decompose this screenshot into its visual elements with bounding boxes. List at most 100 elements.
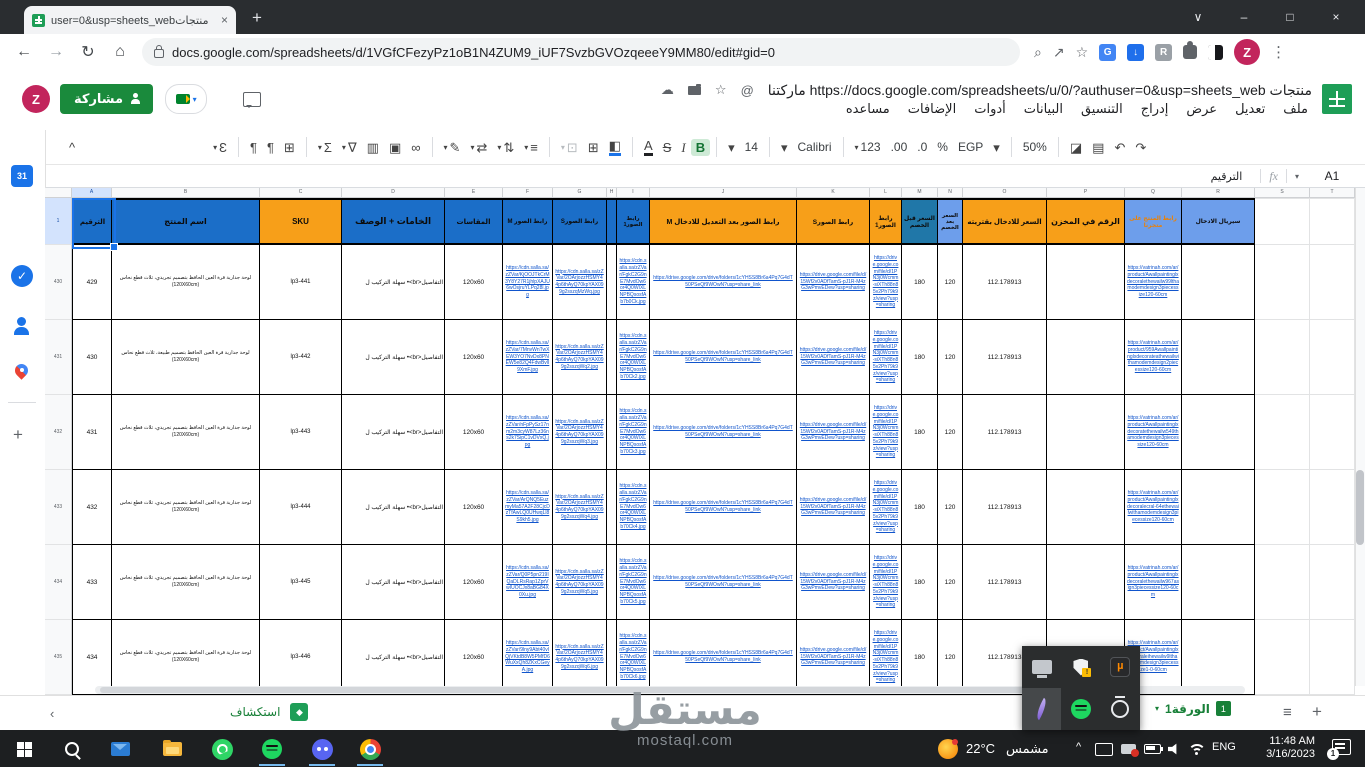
- row-header-433[interactable]: 433: [45, 470, 72, 545]
- cell-F434[interactable]: https://cdn.salla.sa/zZVar/Q0P5pn219IQaD…: [503, 545, 553, 620]
- sheets-logo[interactable]: [1322, 84, 1352, 114]
- currency-caret-icon[interactable]: ▾: [993, 139, 1000, 155]
- vertical-scrollbar[interactable]: [1355, 188, 1365, 686]
- cell-C435[interactable]: lp3-446: [260, 620, 342, 695]
- cast-icon[interactable]: [1092, 737, 1116, 761]
- cell-N431[interactable]: 120: [938, 320, 963, 395]
- move-folder-icon[interactable]: [687, 83, 701, 95]
- cell-P1[interactable]: الرقم في المخزن: [1047, 198, 1125, 245]
- cell-H433[interactable]: [607, 470, 617, 545]
- weather-desc[interactable]: مشمس: [1006, 741, 1049, 756]
- browser-menu-chevron[interactable]: ∨: [1193, 10, 1203, 24]
- cell-T434[interactable]: [1310, 545, 1355, 620]
- cell-J1[interactable]: رابط الصور بعد التعديل للادخال M: [650, 198, 797, 245]
- cell-T435[interactable]: [1310, 620, 1355, 695]
- menu-item[interactable]: أدوات: [974, 100, 1006, 116]
- camera-status-icon[interactable]: [1116, 737, 1140, 761]
- text-direction-ltr-icon[interactable]: ¶: [249, 139, 257, 155]
- tasks-icon[interactable]: ✓: [11, 265, 33, 287]
- cell-L1[interactable]: رابط الصور1: [870, 198, 902, 245]
- text-color-icon[interactable]: A: [639, 137, 658, 158]
- tray-feather-icon[interactable]: [1022, 688, 1062, 730]
- tray-chevron-icon[interactable]: ^: [1076, 741, 1082, 753]
- sheet-tab-name[interactable]: الورقة1: [1165, 701, 1210, 716]
- font-size-icon[interactable]: 14: [744, 140, 758, 154]
- text-wrap-icon[interactable]: ▾ ⇄: [470, 139, 488, 155]
- column-header-B[interactable]: B: [112, 188, 260, 198]
- collapse-panel-icon[interactable]: ‹: [50, 706, 55, 721]
- formula-input[interactable]: الترقيم: [1210, 170, 1243, 183]
- cell-M431[interactable]: 180: [902, 320, 938, 395]
- chrome-app-icon[interactable]: [358, 737, 382, 761]
- cell-C430[interactable]: lp3-441: [260, 245, 342, 320]
- cell-H435[interactable]: [607, 620, 617, 695]
- cell-R433[interactable]: [1182, 470, 1255, 545]
- cell-M430[interactable]: 180: [902, 245, 938, 320]
- undo-icon[interactable]: ↶: [1114, 139, 1126, 155]
- cell-T431[interactable]: [1310, 320, 1355, 395]
- cell-B434[interactable]: لوحة جدارية قرة العين الحافظ بتصميم تجري…: [112, 545, 260, 620]
- decimal-decrease-icon[interactable]: .0: [917, 140, 928, 154]
- cell-B433[interactable]: لوحة جدارية قرة العين الحافظ بتصميم تجري…: [112, 470, 260, 545]
- cell-H434[interactable]: [607, 545, 617, 620]
- cell-M432[interactable]: 180: [902, 395, 938, 470]
- column-header-C[interactable]: C: [260, 188, 342, 198]
- cell-B431[interactable]: لوحة جدارية قرة العين الحافظ بتصميم طبيع…: [112, 320, 260, 395]
- cell-B435[interactable]: لوحة جدارية قرة العين الحافظ بتصميم تجري…: [112, 620, 260, 695]
- row-header-435[interactable]: 435: [45, 620, 72, 695]
- cell-G434[interactable]: https://cdn.salla.sa/zZVar/2OArjozzHSMY4…: [553, 545, 607, 620]
- cell-T432[interactable]: [1310, 395, 1355, 470]
- cell-J430[interactable]: https://drive.google.com/drive/folders/1…: [650, 245, 797, 320]
- cell-T430[interactable]: [1310, 245, 1355, 320]
- account-avatar[interactable]: Z: [22, 85, 50, 113]
- cell-E430[interactable]: 120x60: [445, 245, 503, 320]
- cell-O432[interactable]: 112.178913: [963, 395, 1047, 470]
- address-bar[interactable]: docs.google.com/spreadsheets/d/1VGfCFezy…: [142, 38, 1020, 66]
- extensions-puzzle-icon[interactable]: [1183, 41, 1198, 59]
- share-page-icon[interactable]: ↗: [1052, 43, 1065, 60]
- cell-Q431[interactable]: https://vatrinah.com/ar/product/959Awall…: [1125, 320, 1182, 395]
- cell-P430[interactable]: [1047, 245, 1125, 320]
- cell-O434[interactable]: 112.178913: [963, 545, 1047, 620]
- idm-extension-icon[interactable]: ↓: [1127, 43, 1145, 61]
- cell-I1[interactable]: رابط الصور1: [617, 198, 650, 245]
- cell-H1[interactable]: [607, 198, 617, 245]
- close-button[interactable]: ×: [1332, 10, 1340, 24]
- maximize-button[interactable]: □: [1286, 10, 1294, 24]
- cell-L433[interactable]: https://drive.google.com/file/d/1PN3j0Wc…: [870, 470, 902, 545]
- cell-R435[interactable]: [1182, 620, 1255, 695]
- darkreader-extension-icon[interactable]: [1208, 44, 1224, 60]
- cell-N435[interactable]: 120: [938, 620, 963, 695]
- cell-T433[interactable]: [1310, 470, 1355, 545]
- translate-extension-icon[interactable]: G: [1099, 43, 1117, 61]
- column-header-T[interactable]: T: [1310, 188, 1355, 198]
- menu-item[interactable]: الإضافات: [907, 100, 957, 116]
- browser-tab[interactable]: user=0&usp=sheets_webمنتجات ×: [24, 6, 236, 34]
- home-icon[interactable]: ⌂: [115, 43, 125, 60]
- cell-S434[interactable]: [1255, 545, 1310, 620]
- add-addon-icon[interactable]: +: [13, 425, 23, 444]
- cell-G435[interactable]: https://cdn.salla.sa/zZVar/2OArjozzHSMY4…: [553, 620, 607, 695]
- cell-J433[interactable]: https://drive.google.com/drive/folders/1…: [650, 470, 797, 545]
- cell-K432[interactable]: https://drive.google.com/file/d/15Wf2v0A…: [797, 395, 870, 470]
- cell-C431[interactable]: lp3-442: [260, 320, 342, 395]
- cell-Q432[interactable]: https://vatrinah.com/ar/product/Awallpai…: [1125, 395, 1182, 470]
- url-text[interactable]: docs.google.com/spreadsheets/d/1VGfCFezy…: [172, 44, 776, 60]
- cell-C1[interactable]: SKU: [260, 198, 342, 245]
- column-header-K[interactable]: K: [797, 188, 870, 198]
- tray-ring-icon[interactable]: [1101, 688, 1140, 730]
- cell-A431[interactable]: 430: [72, 320, 112, 395]
- column-header-J[interactable]: J: [650, 188, 797, 198]
- discord-app-icon[interactable]: [310, 737, 334, 761]
- column-header-G[interactable]: G: [553, 188, 607, 198]
- cell-G433[interactable]: https://cdn.salla.sa/zZVar/2OArjozzHSMY4…: [553, 470, 607, 545]
- tray-utility-icon[interactable]: µ: [1101, 646, 1140, 688]
- cell-D430[interactable]: التفاصيل<br>• سهلة التركيب ل: [342, 245, 445, 320]
- horizontal-align-icon[interactable]: ▾ ≡: [524, 139, 538, 155]
- browser-kebab-icon[interactable]: ⋮: [1271, 44, 1287, 61]
- sheet-tab-caret-icon[interactable]: ▾: [1155, 704, 1160, 713]
- cell-S433[interactable]: [1255, 470, 1310, 545]
- cell-R430[interactable]: [1182, 245, 1255, 320]
- cell-J435[interactable]: https://drive.google.com/drive/folders/1…: [650, 620, 797, 695]
- row-header-430[interactable]: 430: [45, 245, 72, 320]
